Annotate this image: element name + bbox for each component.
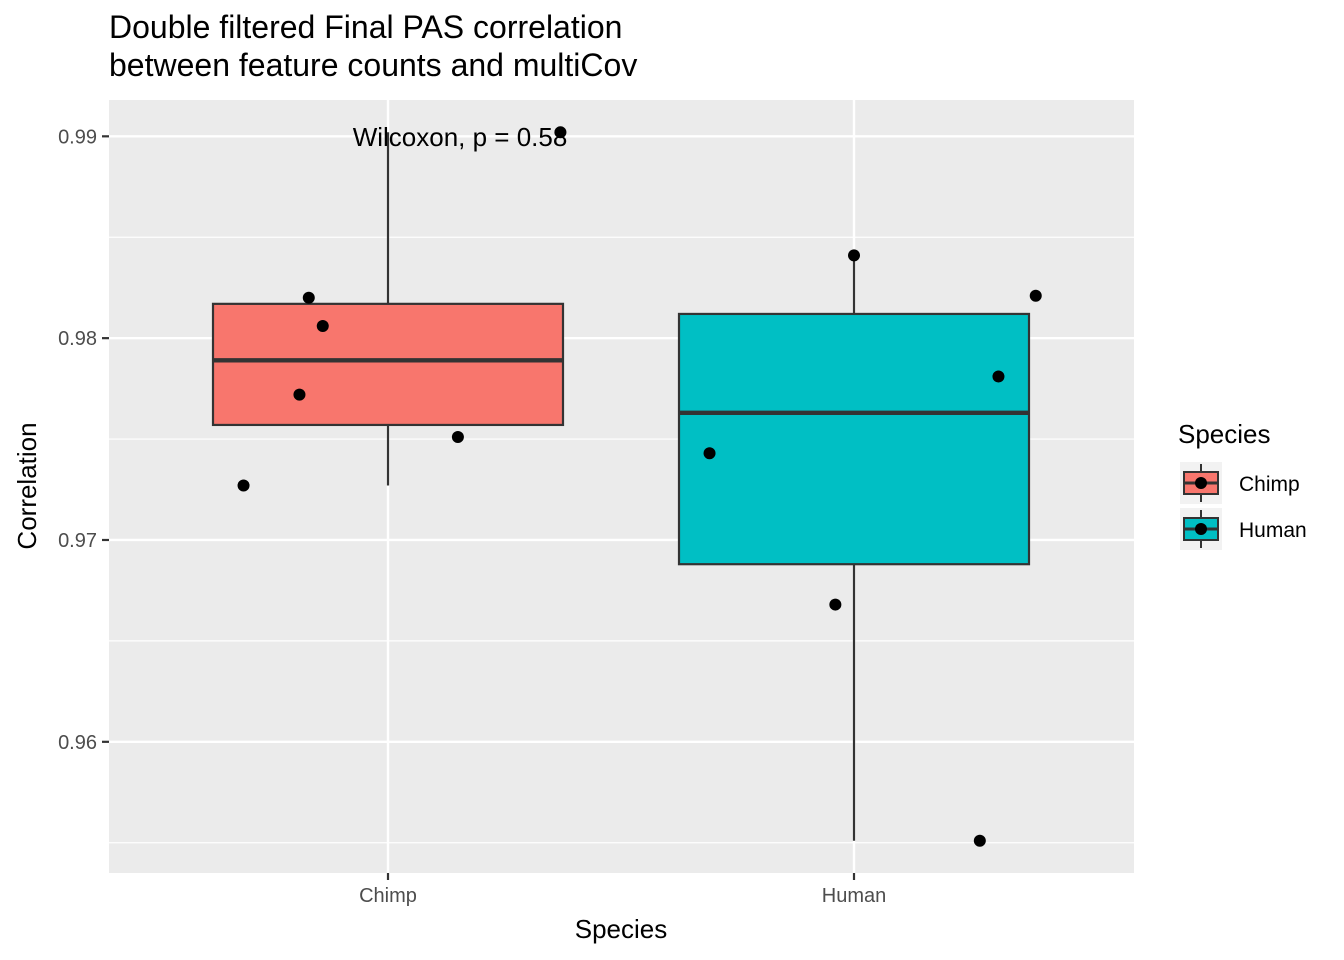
y-tick-label: 0.99	[58, 126, 97, 148]
axis-layer: 0.96 0.97 0.98 0.99 Chimp Human	[58, 126, 886, 907]
x-tick-label: Chimp	[359, 885, 417, 907]
data-point	[316, 320, 329, 333]
legend-label: Human	[1239, 519, 1307, 542]
x-axis-title: Species	[575, 914, 668, 944]
data-point	[992, 370, 1005, 383]
data-point	[293, 388, 306, 401]
data-point	[554, 126, 567, 139]
data-point	[829, 598, 842, 611]
data-point	[302, 291, 315, 304]
data-point	[973, 834, 986, 847]
legend-label: Chimp	[1239, 473, 1300, 496]
legend-key-point	[1195, 523, 1207, 535]
legend-key-point	[1195, 477, 1207, 489]
legend-title: Species	[1178, 419, 1271, 449]
box-human	[677, 312, 1031, 566]
legend-item-chimp: Chimp	[1180, 462, 1300, 504]
data-point	[848, 249, 860, 262]
data-point	[1029, 289, 1042, 302]
data-point	[703, 447, 716, 460]
y-tick-label: 0.96	[58, 732, 97, 754]
x-tick-label: Human	[822, 885, 886, 907]
chart-title: Double filtered Final PAS correlation be…	[109, 9, 638, 83]
data-point	[237, 479, 250, 492]
box-layer	[211, 132, 1031, 841]
wilcoxon-annotation: Wilcoxon, p = 0.58	[353, 122, 568, 152]
box-chimp	[211, 302, 565, 427]
y-tick-label: 0.98	[58, 328, 97, 350]
y-axis-title: Correlation	[12, 422, 42, 549]
point-layer	[237, 126, 1042, 847]
legend: Species Chimp Human	[1178, 419, 1307, 550]
legend-item-human: Human	[1180, 508, 1307, 550]
y-tick-label: 0.97	[58, 530, 97, 552]
data-point	[451, 431, 464, 444]
